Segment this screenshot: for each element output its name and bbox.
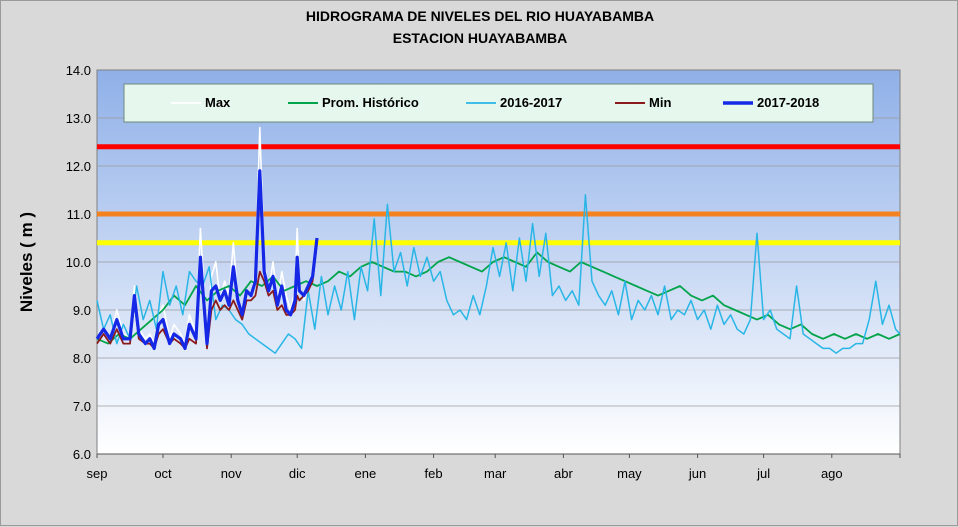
x-tick-label: may [617, 466, 642, 481]
x-tick-label: ago [821, 466, 843, 481]
threshold-lines [97, 144, 900, 246]
y-tick-label: 6.0 [73, 447, 91, 462]
x-tick-label: sep [87, 466, 108, 481]
series-line-4 [95, 169, 319, 350]
y-axis-label: Niveles ( m ) [17, 212, 36, 312]
legend-label: 2017-2018 [757, 95, 819, 110]
x-tick-label: abr [554, 466, 573, 481]
x-tick-label: dic [289, 466, 306, 481]
x-tick-label: feb [425, 466, 443, 481]
legend-label: Prom. Histórico [322, 95, 419, 110]
y-tick-label: 9.0 [73, 303, 91, 318]
series-line-2 [96, 194, 901, 354]
legend-label: 2016-2017 [500, 95, 562, 110]
legend-label: Max [205, 95, 231, 110]
axes: 6.0 7.0 8.0 9.0 10.0 11.0 12.0 13.0 14.0 sep oct no… [66, 63, 901, 481]
series-lines [95, 126, 901, 354]
x-tick-label: jul [756, 466, 770, 481]
x-tick-label: oct [154, 466, 172, 481]
y-tick-label: 10.0 [66, 255, 91, 270]
y-tick-label: 8.0 [73, 351, 91, 366]
chart-title: HIDROGRAMA DE NIVELES DEL RIO HUAYABAMBA [306, 8, 654, 24]
y-tick-label: 11.0 [67, 207, 91, 222]
y-tick-label: 7.0 [73, 399, 91, 414]
y-tick-label: 12.0 [66, 159, 91, 174]
x-tick-label: ene [355, 466, 377, 481]
chart-subtitle: ESTACION HUAYABAMBA [393, 30, 568, 46]
y-tick-label: 14.0 [66, 63, 91, 78]
legend-label: Min [649, 95, 671, 110]
y-tick-label: 13.0 [66, 111, 91, 126]
x-tick-label: mar [484, 466, 507, 481]
x-tick-label: jun [688, 466, 706, 481]
x-tick-label: nov [221, 466, 242, 481]
legend: Max Prom. Histórico 2016-2017 Min 2017-2018 [123, 83, 874, 123]
